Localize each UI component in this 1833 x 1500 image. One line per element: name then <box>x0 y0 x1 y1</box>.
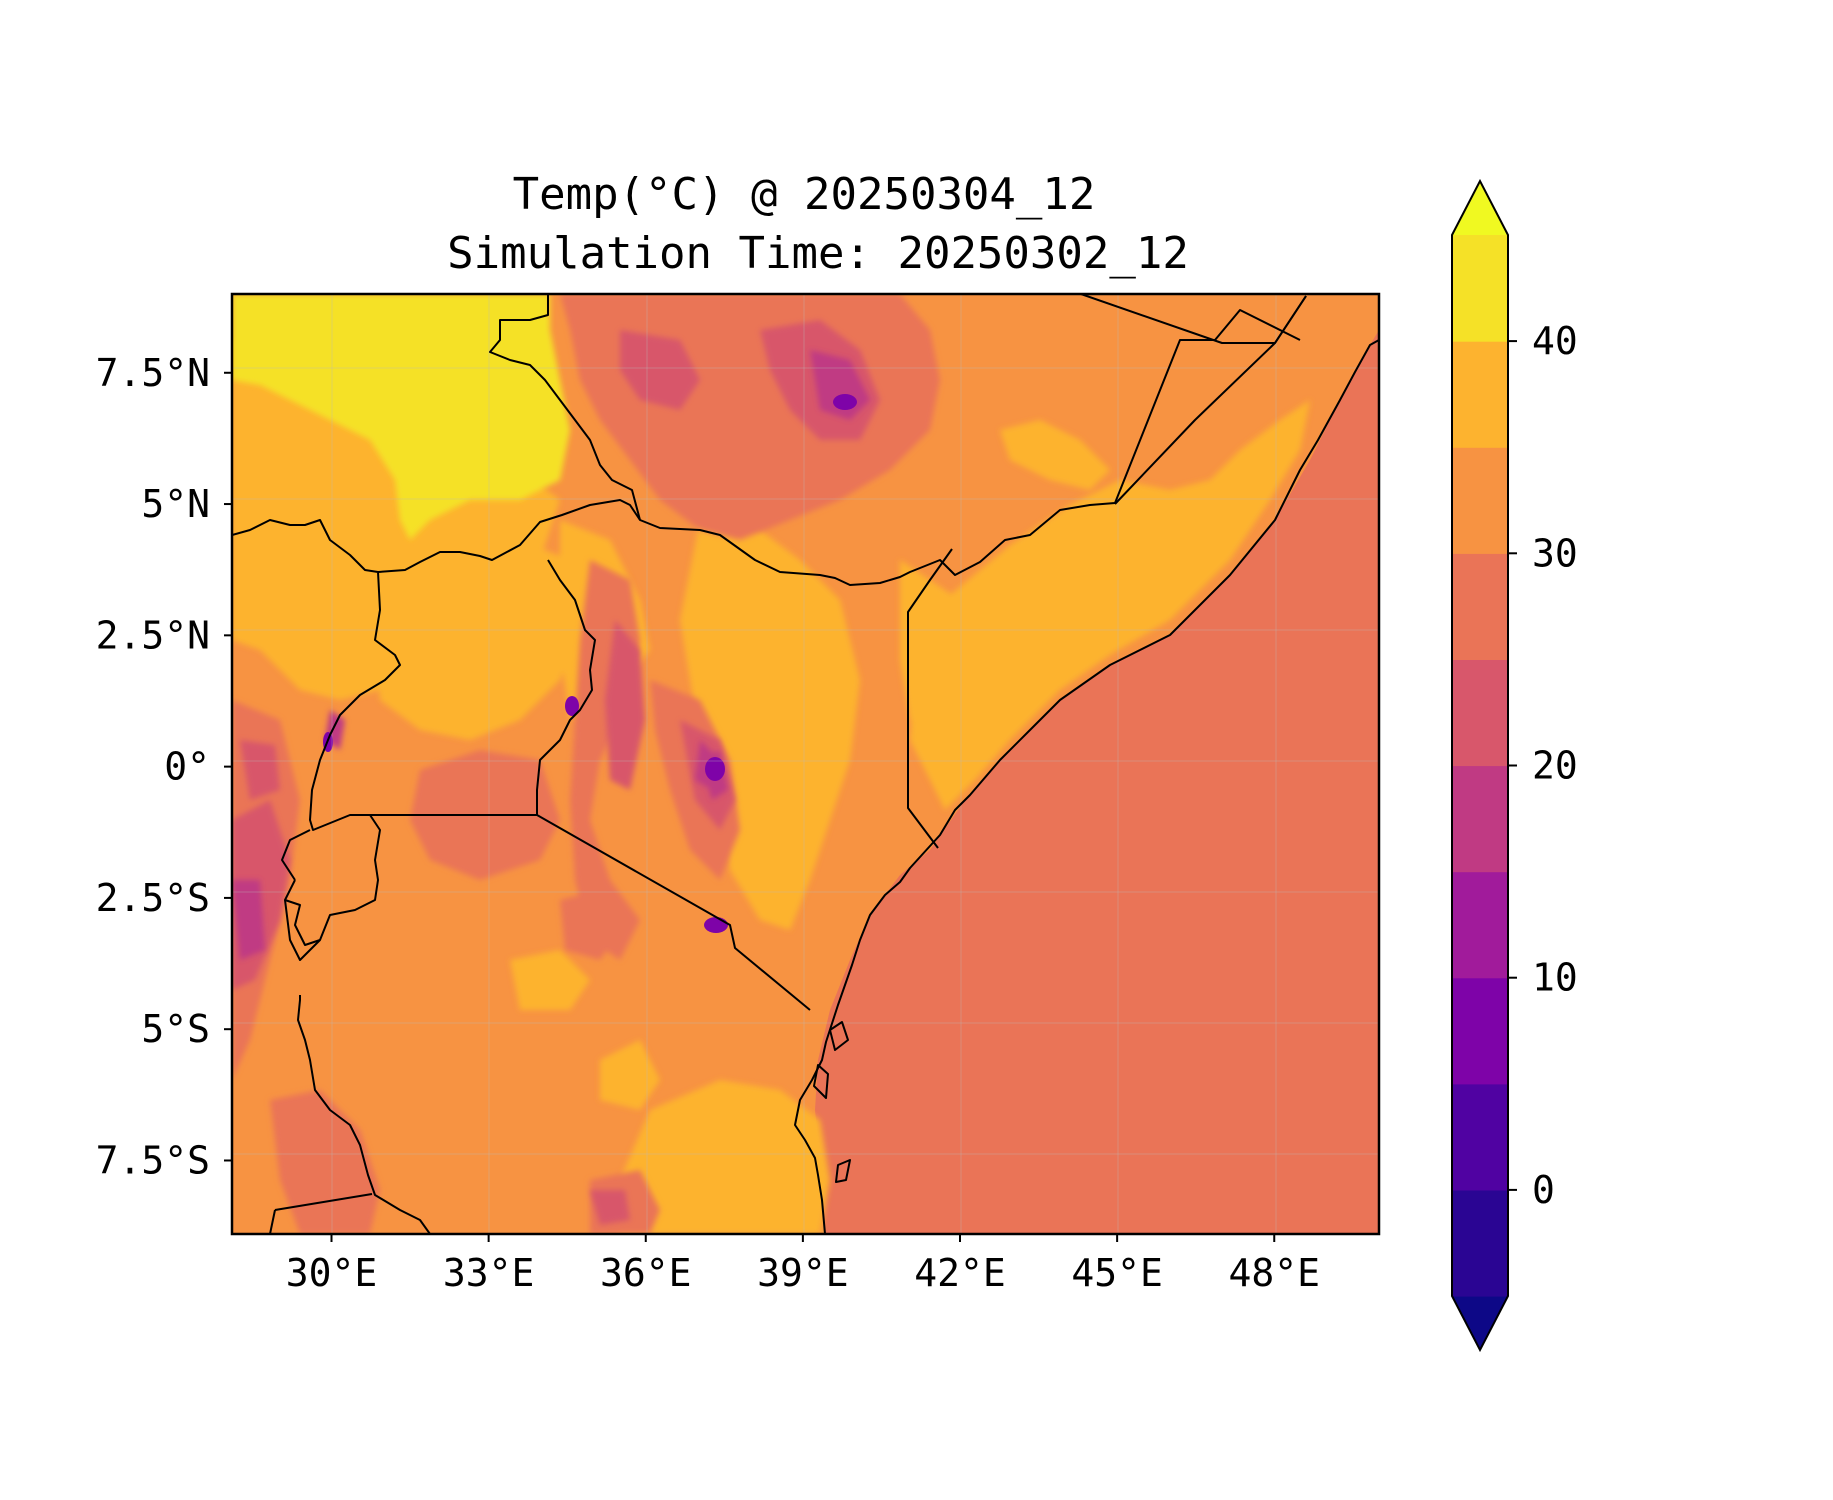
hot-zones <box>232 340 1310 1234</box>
x-tick-label: 33°E <box>443 1251 535 1295</box>
colorbar-segment <box>1452 871 1508 979</box>
colorbar: 0 10 20 30 40 <box>1451 178 1578 1353</box>
x-tick-label: 39°E <box>757 1251 849 1295</box>
x-tick-label: 30°E <box>286 1251 378 1295</box>
colorbar-under-arrow <box>1452 1296 1508 1350</box>
colorbar-over-arrow <box>1452 181 1508 235</box>
colorbar-tick-label: 30 <box>1532 531 1578 575</box>
y-tick-label: 2.5°S <box>96 876 210 920</box>
y-tick-label: 7.5°N <box>96 351 210 395</box>
colorbar-segment <box>1452 765 1508 873</box>
y-tick-label: 2.5°N <box>96 613 210 657</box>
colorbar-segment <box>1452 553 1508 660</box>
x-tick-label: 45°E <box>1071 1251 1163 1295</box>
colorbar-tick-label: 0 <box>1532 1168 1555 1212</box>
map-title-line2: Simulation Time: 20250302_12 <box>447 228 1189 279</box>
colorbar-segment <box>1452 1189 1508 1297</box>
colorbar-outline <box>1451 178 1509 1353</box>
colorbar-segment <box>1452 447 1508 554</box>
temperature-map <box>232 294 1379 1234</box>
colorbar-segment <box>1452 659 1508 767</box>
y-tick-label: 5°S <box>141 1007 210 1051</box>
colorbar-tick-label: 40 <box>1532 319 1578 363</box>
colorbar-tick-label: 10 <box>1532 956 1578 1000</box>
x-axis: 30°E 33°E 36°E 39°E 42°E 45°E 48°E <box>286 1234 1320 1295</box>
colorbar-segment <box>1452 977 1508 1085</box>
map-frame <box>230 292 1381 1236</box>
y-tick-label: 7.5°S <box>96 1138 210 1182</box>
graticule <box>232 294 1379 1234</box>
colorbar-segment <box>1452 1083 1508 1191</box>
y-axis: 7.5°N 5°N 2.5°N 0° 2.5°S 5°S 7.5°S <box>96 351 232 1182</box>
y-tick-label: 5°N <box>141 482 210 526</box>
x-tick-label: 42°E <box>914 1251 1006 1295</box>
very-hot-zone <box>232 294 570 540</box>
colorbar-tick-label: 20 <box>1532 744 1578 788</box>
map-title-line1: Temp(°C) @ 20250304_12 <box>513 169 1096 220</box>
x-tick-label: 36°E <box>600 1251 692 1295</box>
x-tick-label: 48°E <box>1228 1251 1320 1295</box>
y-tick-label: 0° <box>164 745 210 789</box>
colorbar-segment <box>1452 235 1508 342</box>
country-borders <box>232 294 1379 1234</box>
colorbar-segment <box>1452 341 1508 448</box>
